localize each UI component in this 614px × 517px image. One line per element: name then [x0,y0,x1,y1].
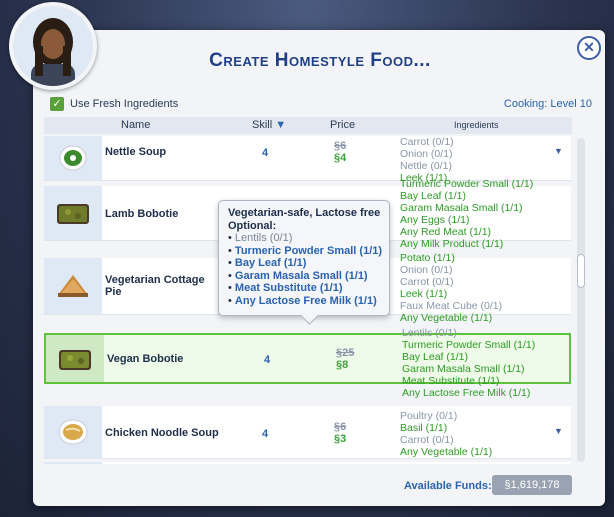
scrollbar-thumb[interactable] [577,254,585,288]
close-icon[interactable]: ✕ [577,36,601,60]
column-ingredients: Ingredients [454,120,499,130]
ingredient-item: Any Eggs (1/1) [400,214,470,226]
tooltip-ingredient: • Any Lactose Free Milk (1/1) [228,294,377,307]
tooltip-ingredient: • Bay Leaf (1/1) [228,257,307,269]
recipe-thumbnail [46,335,104,382]
column-price[interactable]: Price [330,119,356,131]
recipe-skill: 4 [262,147,269,159]
ingredients-tooltip: Vegetarian-safe, Lactose free Optional: … [218,200,390,325]
ingredient-item: Leek (1/1) [400,172,448,184]
original-price: §6 [334,140,347,152]
ingredient-item: Onion (0/1) [400,264,453,276]
ingredient-item: Carrot (0/1) [400,136,454,148]
column-skill[interactable]: Skill ▼ [252,119,286,131]
recipe-row-vegan-bobotie[interactable]: Vegan Bobotie 4 §25 §8 Lentils (0/1) Tur… [44,327,571,399]
fresh-ingredients-label: Use Fresh Ingredients [70,98,179,110]
ingredient-item: Any Red Meat (1/1) [400,226,492,238]
ingredient-item: Onion (0/1) [400,148,453,160]
ingredient-item: Meat Substitute (1/1) [402,375,500,387]
chevron-down-icon[interactable]: ▼ [554,426,563,436]
ingredient-item: Lentils (0/1) [402,327,457,339]
recipe-name: Nettle Soup [105,146,167,158]
recipe-ingredients: Turmeric Powder Small (1/1) Bay Leaf (1/… [400,178,533,250]
original-price: §6 [334,421,347,433]
ingredient-item: Faux Meat Cube (0/1) [400,300,503,312]
tooltip-ingredient-list: • Lentils (0/1) • Turmeric Powder Small … [219,232,389,307]
recipe-ingredients: Potato (1/1) Onion (0/1) Carrot (0/1) Le… [400,252,502,324]
discounted-price: §4 [334,152,347,164]
ingredient-item: Potato (1/1) [400,252,455,264]
sort-down-icon: ▼ [275,119,287,131]
ingredient-item: Any Lactose Free Milk (1/1) [402,387,531,399]
sim-avatar [9,2,97,90]
recipe-ingredients: Carrot (0/1) Onion (0/1) Nettle (0/1) Le… [400,136,454,184]
tooltip-ingredient: • Garam Masala Small (1/1) [228,269,368,282]
recipe-name: Chicken Noodle Soup [105,427,219,439]
cooking-skill-level: Cooking: Level 10 [470,98,592,110]
ingredient-item: Any Vegetable (1/1) [400,312,493,324]
checkbox-fresh-ingredients[interactable]: ✓ [50,97,64,111]
recipe-thumbnail [44,186,102,240]
recipe-thumbnail [44,406,102,458]
recipe-name: Vegetarian Cottage Pie [105,274,205,298]
ingredient-item: Bay Leaf (1/1) [400,190,466,202]
chevron-down-icon[interactable]: ▼ [554,146,563,156]
recipe-skill: 4 [264,354,271,366]
tooltip-ingredient: • Turmeric Powder Small (1/1) [228,244,383,257]
ingredient-item: Garam Masala Small (1/1) [400,202,523,214]
ingredient-item: Poultry (0/1) [400,410,458,422]
column-header: Name Skill ▼ Price Ingredients [44,117,572,134]
ingredient-item: Carrot (0/1) [400,276,454,288]
column-skill-label: Skill [252,119,273,131]
recipe-name: Vegan Bobotie [107,353,184,365]
scrollbar-track[interactable] [577,138,585,462]
recipe-thumbnail [44,258,102,314]
recipe-price: §6 §4 [334,140,346,164]
ingredient-item: Leek (1/1) [400,288,448,300]
available-funds-value: §1,619,178 [492,475,572,495]
recipe-row-nettle-soup[interactable]: Nettle Soup 4 §6 §4 Carrot (0/1) Onion (… [44,136,571,184]
available-funds-label: Available Funds: [404,480,492,492]
discounted-price: §8 [336,359,349,371]
dialog-title: Create Homestyle Food... [209,50,431,71]
discounted-price: §3 [334,433,347,445]
recipe-name: Lamb Bobotie [105,208,179,220]
recipe-thumbnail [44,462,102,464]
ingredient-item: Turmeric Powder Small (1/1) [400,178,534,190]
ingredient-item: Garam Masala Small (1/1) [402,363,525,375]
recipe-price: §6 §3 [334,421,346,445]
original-price: §25 [336,347,355,359]
ingredient-item: Any Milk Product (1/1) [400,238,504,250]
cooking-level: Level 10 [550,98,592,110]
ingredient-item: Turmeric Powder Small (1/1) [402,339,536,351]
tooltip-optional-label: Optional: [228,219,277,232]
tooltip-ingredient: • Lentils (0/1) [228,232,293,244]
recipe-ingredients: Lentils (0/1) Turmeric Powder Small (1/1… [402,327,535,399]
tooltip-ingredient: • Meat Substitute (1/1) [228,282,343,294]
ingredient-item: Nettle (0/1) [400,160,452,172]
ingredient-item: Basil (1/1) [400,422,448,434]
recipe-skill: 4 [262,428,269,440]
recipe-ingredients: Poultry (0/1) Basil (1/1) Carrot (0/1) A… [400,410,492,458]
recipe-row-partial[interactable] [44,462,571,464]
ingredient-item: Any Vegetable (1/1) [400,446,493,458]
column-name[interactable]: Name [121,119,151,131]
cooking-label: Cooking: [503,98,548,110]
ingredient-item: Carrot (0/1) [400,434,454,446]
ingredient-item: Bay Leaf (1/1) [402,351,468,363]
recipe-thumbnail [44,136,102,180]
recipe-price: §25 §8 [336,347,354,371]
recipe-row-chicken-noodle-soup[interactable]: Chicken Noodle Soup 4 §6 §3 Poultry (0/1… [44,406,571,459]
recipe-list: Nettle Soup 4 §6 §4 Carrot (0/1) Onion (… [44,136,572,464]
tooltip-title: Vegetarian-safe, Lactose free [228,207,381,219]
